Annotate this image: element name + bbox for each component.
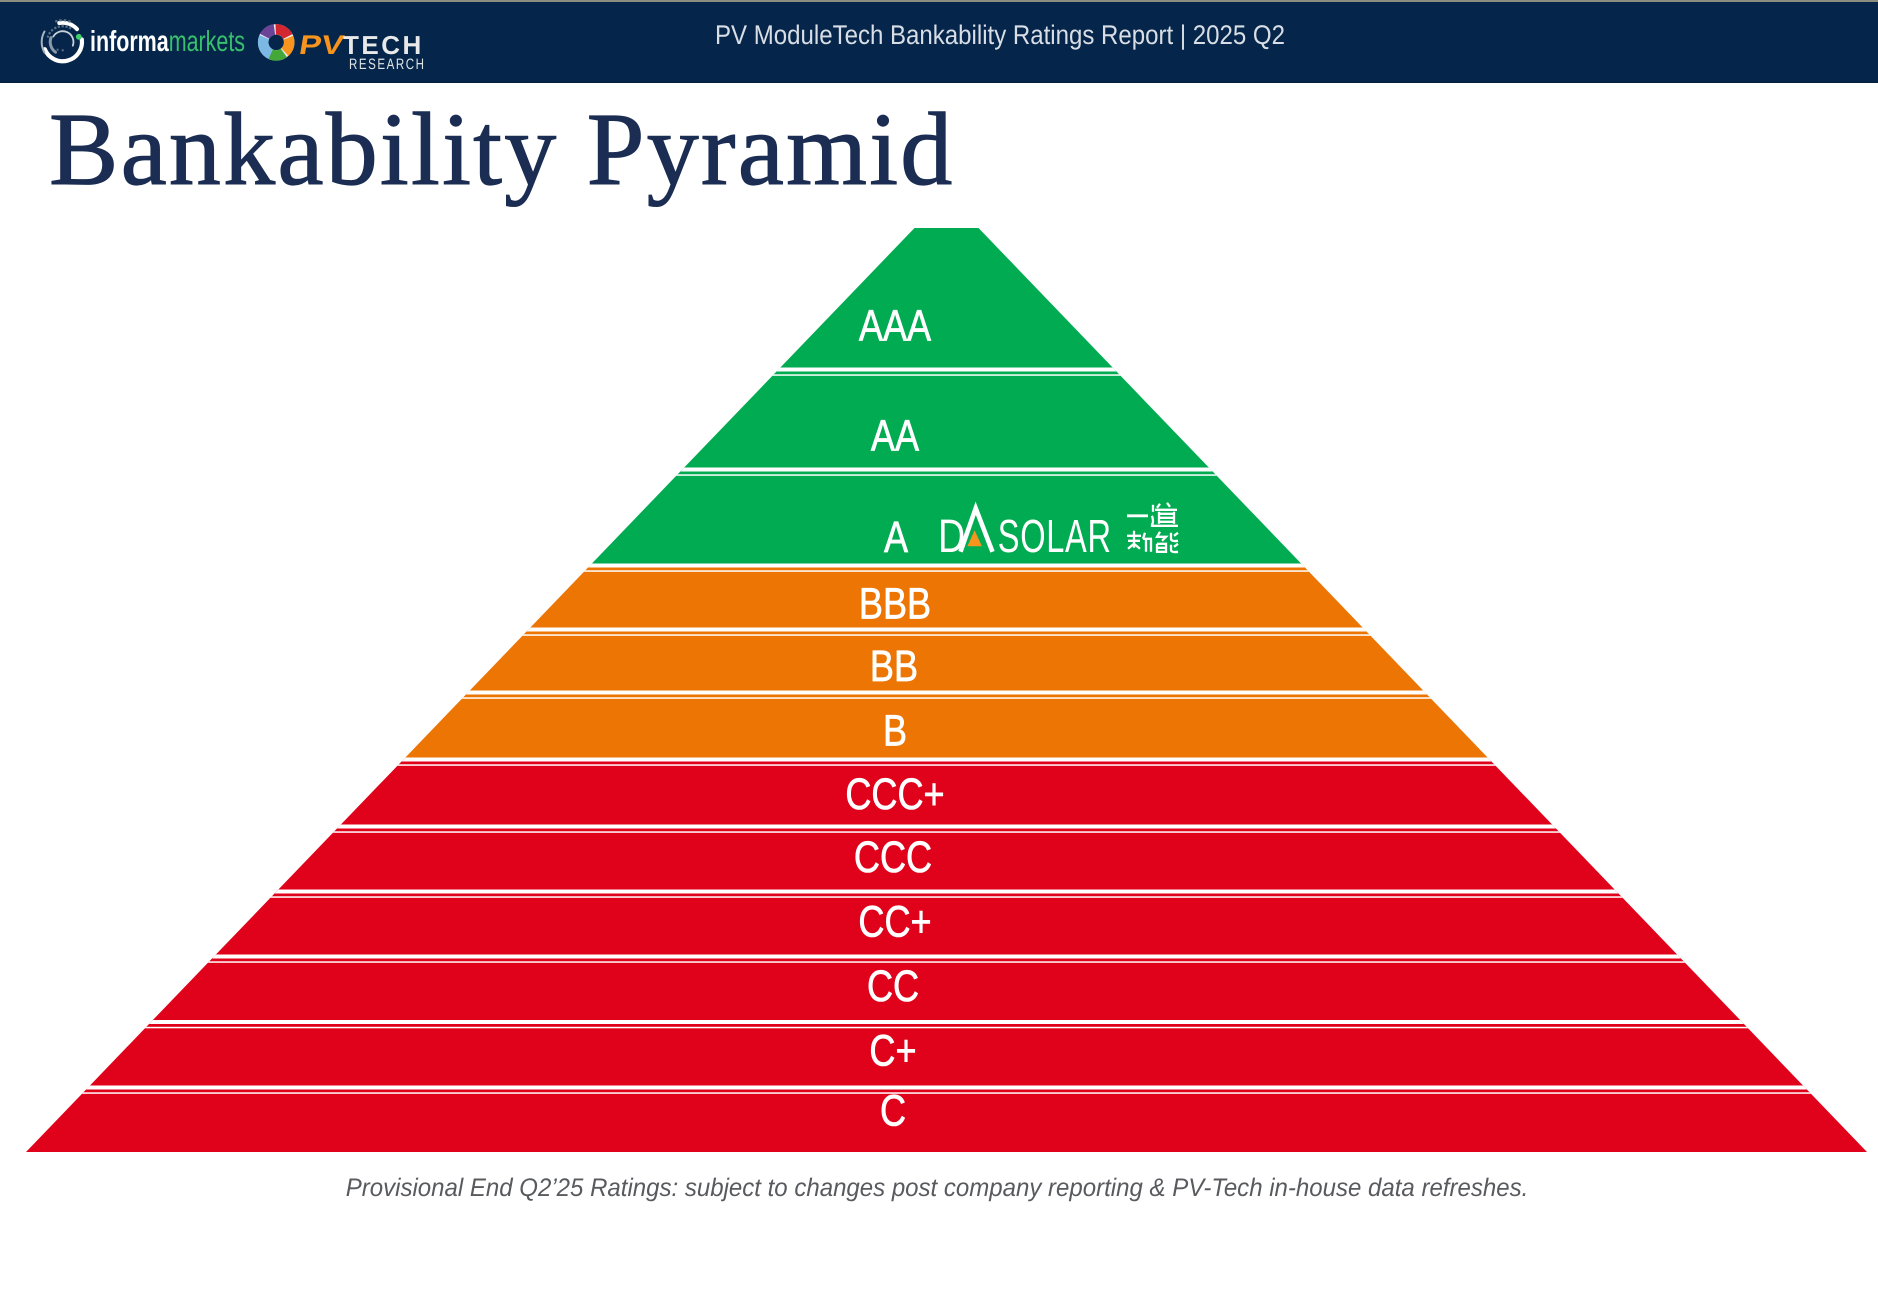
svg-text:PV: PV [297, 30, 346, 60]
svg-text:AA: AA [871, 411, 920, 460]
svg-text:CCC+: CCC+ [845, 770, 944, 819]
svg-text:RESEARCH: RESEARCH [349, 56, 426, 73]
svg-text:SOLAR: SOLAR [998, 510, 1112, 562]
svg-text:CC+: CC+ [858, 898, 931, 947]
svg-text:A: A [884, 513, 909, 562]
svg-text:TECH: TECH [343, 30, 424, 60]
svg-text:D: D [938, 509, 965, 562]
svg-text:B: B [883, 706, 907, 755]
svg-text:BB: BB [870, 642, 918, 691]
svg-text:BBB: BBB [859, 580, 931, 629]
svg-text:CC: CC [867, 962, 919, 1011]
svg-text:CCC: CCC [854, 833, 932, 882]
svg-text:C+: C+ [869, 1026, 916, 1075]
svg-text:C: C [880, 1086, 906, 1135]
svg-text:AAA: AAA [859, 302, 932, 351]
